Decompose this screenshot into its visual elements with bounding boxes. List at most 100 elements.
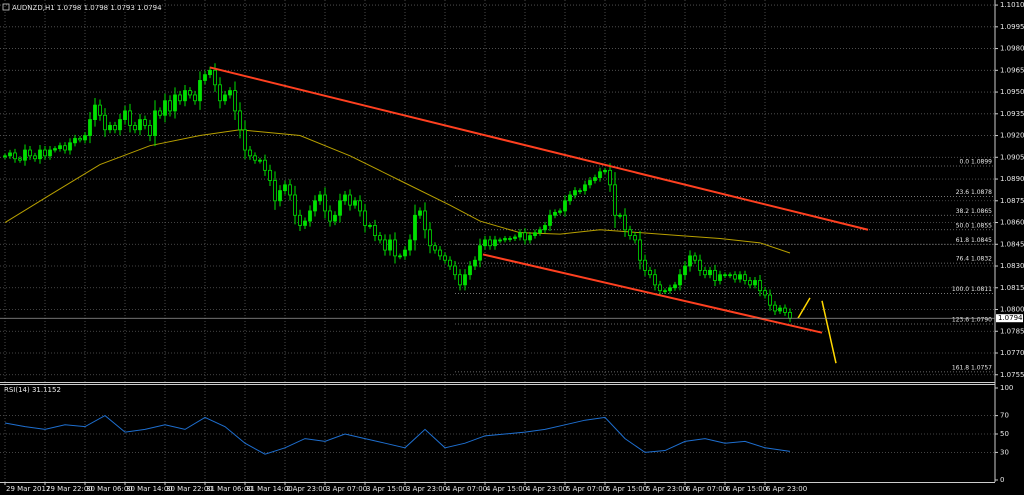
candle-body: [498, 239, 502, 242]
candle-body: [783, 307, 787, 313]
candle-body: [268, 169, 272, 181]
candle-body: [638, 239, 642, 261]
symbol-icon: [2, 3, 10, 11]
x-tick-label: 4 Apr 23:00: [526, 485, 567, 493]
candle-body: [598, 171, 602, 178]
candle-body: [573, 190, 577, 196]
candle-body: [353, 200, 357, 206]
candle-body: [43, 149, 47, 157]
candle-body: [713, 269, 717, 281]
candle-body: [648, 269, 652, 276]
candle-body: [163, 100, 167, 116]
x-tick-label: 4 Apr 15:00: [486, 485, 527, 493]
fib-label: 50.0 1.0855: [956, 222, 992, 229]
x-tick-label: 5 Apr 07:00: [566, 485, 607, 493]
candle-body: [778, 307, 782, 312]
y-tick-label: 1.0935: [1000, 110, 1024, 118]
candle-body: [378, 235, 382, 241]
candle-body: [563, 200, 567, 212]
trendline: [209, 66, 869, 231]
candle-body: [513, 236, 517, 239]
candle-body: [93, 104, 97, 121]
candle-body: [593, 177, 597, 181]
candle-body: [313, 200, 317, 212]
x-tick-label: 30 Mar 06:00: [86, 485, 133, 493]
candle-body: [333, 214, 337, 222]
candle-body: [678, 274, 682, 286]
candle-body: [753, 280, 757, 286]
x-tick-label: 31 Mar 06:00: [206, 485, 253, 493]
candle-body: [188, 90, 192, 96]
candle-body: [583, 184, 587, 192]
candle-body: [438, 249, 442, 257]
candle-body: [183, 90, 187, 102]
candle-body: [548, 214, 552, 226]
y-tick-label: 1.0845: [1000, 240, 1024, 248]
x-tick-label: 29 Mar 22:00: [46, 485, 93, 493]
x-tick-label: 6 Apr 07:00: [686, 485, 727, 493]
candle-body: [208, 69, 212, 76]
candle-body: [363, 210, 367, 226]
candle-body: [328, 210, 332, 222]
candle-body: [758, 280, 762, 292]
candle-body: [368, 225, 372, 227]
y-tick-label: 0: [1000, 476, 1004, 484]
x-tick-label: 30 Mar 22:00: [166, 485, 213, 493]
candle-body: [528, 235, 532, 241]
candle-body: [173, 94, 177, 112]
candle-body: [553, 211, 557, 216]
candle-body: [98, 104, 102, 116]
candle-body: [253, 155, 257, 161]
candle-body: [578, 190, 582, 193]
candle-body: [8, 152, 12, 157]
candle-body: [413, 214, 417, 241]
candle-body: [708, 269, 712, 276]
candle-body: [358, 200, 362, 212]
candle-body: [13, 152, 17, 160]
candle-body: [443, 255, 447, 261]
candle-body: [213, 69, 217, 86]
candle-body: [343, 194, 347, 202]
y-tick-label: 1.0770: [1000, 349, 1024, 357]
candle-body: [613, 184, 617, 216]
candle-body: [273, 180, 277, 202]
projection-line: [797, 297, 811, 319]
candle-body: [458, 274, 462, 286]
candle-body: [113, 125, 117, 131]
candle-body: [138, 119, 142, 131]
candle-body: [718, 274, 722, 281]
candle-body: [663, 290, 667, 293]
y-tick-label: 1.0950: [1000, 88, 1024, 96]
x-tick-label: 2 Apr 23:00: [286, 485, 327, 493]
candle-body: [248, 149, 252, 157]
candle-body: [518, 232, 522, 238]
candle-body: [468, 265, 472, 276]
candle-body: [53, 148, 57, 151]
candle-body: [108, 125, 112, 131]
candle-body: [258, 159, 262, 162]
candle-body: [103, 114, 107, 131]
candle-body: [133, 125, 137, 131]
y-tick-label: 1.0920: [1000, 132, 1024, 140]
candle-body: [293, 194, 297, 216]
candle-body: [623, 214, 627, 231]
y-tick-label: 30: [1000, 448, 1009, 456]
candle-body: [148, 125, 152, 136]
candle-body: [218, 84, 222, 102]
candle-body: [478, 245, 482, 261]
candle-body: [153, 110, 157, 136]
candle-body: [143, 119, 147, 126]
candle-body: [398, 255, 402, 258]
x-tick-label: 30 Mar 14:00: [126, 485, 173, 493]
current-price-box: [996, 314, 1023, 323]
fib-label: 123.6 1.0790: [952, 317, 992, 324]
x-tick-label: 5 Apr 15:00: [606, 485, 647, 493]
y-tick-label: 50: [1000, 430, 1009, 438]
y-tick-label: 1.0800: [1000, 306, 1024, 314]
candle-body: [633, 235, 637, 241]
candle-body: [278, 190, 282, 202]
candle-body: [63, 145, 67, 151]
candle-body: [318, 194, 322, 202]
candle-body: [423, 210, 427, 231]
fib-label: 61.8 1.0845: [956, 237, 992, 244]
